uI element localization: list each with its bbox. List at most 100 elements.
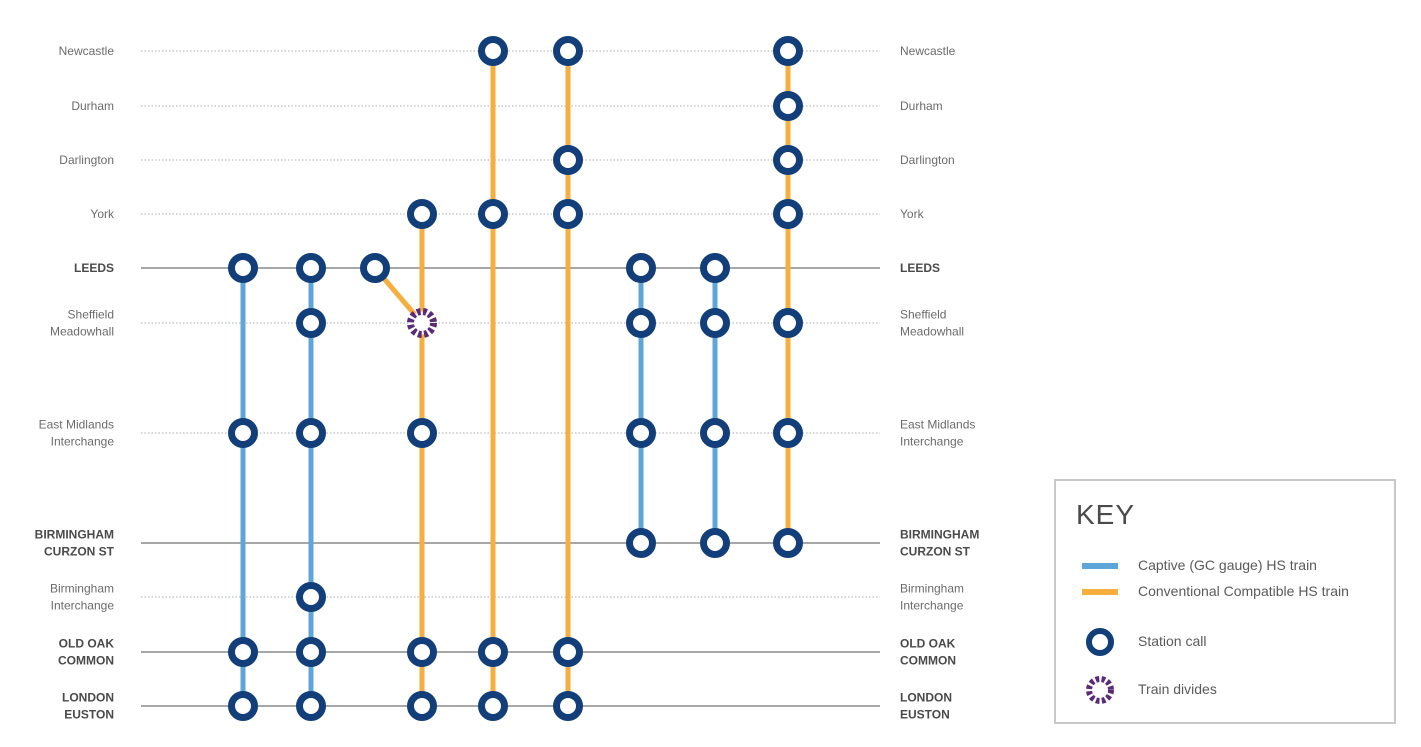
- station-label-right-york: York: [900, 207, 925, 221]
- key-title: KEY: [1076, 499, 1136, 530]
- station-call-ooc: [478, 637, 508, 667]
- conventional-swatch: [1082, 589, 1118, 595]
- station-label-left-bcs: BIRMINGHAM CURZON ST: [35, 528, 115, 559]
- station-call-york: [478, 199, 508, 229]
- label-line: York: [90, 207, 115, 221]
- label-line: Interchange: [900, 599, 964, 613]
- station-call-euston: [228, 691, 258, 721]
- station-call-ooc: [296, 637, 326, 667]
- label-line: Interchange: [51, 435, 115, 449]
- station-call-euston: [296, 691, 326, 721]
- label-line: East Midlands: [39, 418, 114, 432]
- station-call-euston: [478, 691, 508, 721]
- station-call-icon: [1086, 628, 1114, 656]
- label-line: EUSTON: [900, 708, 950, 722]
- label-line: Durham: [71, 99, 114, 113]
- station-call-euston: [553, 691, 583, 721]
- station-label-left-darlington: Darlington: [59, 153, 114, 167]
- key-conventional-label: Conventional Compatible HS train: [1138, 583, 1349, 599]
- label-line: Meadowhall: [900, 325, 964, 339]
- station-call-newcastle: [773, 36, 803, 66]
- station-label-left-york: York: [90, 207, 115, 221]
- station-call-darlington: [773, 145, 803, 175]
- station-call-bcs: [700, 528, 730, 558]
- station-label-left-emi: East Midlands Interchange: [39, 418, 115, 449]
- key-panel: KEY Captive (GC gauge) HS train Conventi…: [1054, 479, 1396, 724]
- station-call-darlington: [553, 145, 583, 175]
- label-line: East Midlands: [900, 418, 975, 432]
- station-call-emi: [700, 418, 730, 448]
- station-label-right-leeds: LEEDS: [900, 261, 940, 275]
- station-call-leeds: [700, 253, 730, 283]
- station-label-left-newcastle: Newcastle: [59, 44, 115, 58]
- key-captive-label: Captive (GC gauge) HS train: [1138, 557, 1317, 573]
- label-line: LEEDS: [900, 261, 940, 275]
- station-labels: Newcastle Newcastle Durham Durham Darlington…: [35, 44, 980, 722]
- station-call-york: [773, 199, 803, 229]
- captive-swatch: [1082, 563, 1118, 569]
- label-line: OLD OAK: [900, 637, 956, 651]
- label-line: York: [900, 207, 925, 221]
- station-call-bcs: [773, 528, 803, 558]
- label-line: LEEDS: [74, 261, 114, 275]
- station-label-right-bcs: BIRMINGHAM CURZON ST: [900, 528, 979, 559]
- station-call-leeds: [228, 253, 258, 283]
- station-label-right-newcastle: Newcastle: [900, 44, 956, 58]
- station-call-york: [553, 199, 583, 229]
- station-call-durham: [773, 91, 803, 121]
- label-line: LONDON: [62, 691, 114, 705]
- label-line: CURZON ST: [44, 545, 115, 559]
- key-row-conventional: Conventional Compatible HS train: [1056, 577, 1394, 607]
- label-line: COMMON: [900, 654, 956, 668]
- station-label-right-euston: LONDON EUSTON: [900, 691, 952, 722]
- label-line: COMMON: [58, 654, 114, 668]
- station-call-bhi: [296, 582, 326, 612]
- station-rows: [141, 50, 880, 707]
- station-call-sheffield: [700, 308, 730, 338]
- station-label-left-leeds: LEEDS: [74, 261, 114, 275]
- label-line: Darlington: [59, 153, 114, 167]
- key-divide-label: Train divides: [1138, 681, 1217, 697]
- label-line: Birmingham: [50, 582, 114, 596]
- station-call-euston: [407, 691, 437, 721]
- station-call-sheffield: [773, 308, 803, 338]
- station-call-emi: [228, 418, 258, 448]
- station-label-left-durham: Durham: [71, 99, 114, 113]
- station-call-emi: [626, 418, 656, 448]
- station-call-emi: [773, 418, 803, 448]
- station-label-right-sheffield: Sheffield Meadowhall: [900, 308, 964, 339]
- station-call-ooc: [228, 637, 258, 667]
- key-row-divide: Train divides: [1056, 675, 1394, 705]
- station-label-right-bhi: Birmingham Interchange: [900, 582, 964, 613]
- label-line: CURZON ST: [900, 545, 971, 559]
- station-label-right-emi: East Midlands Interchange: [900, 418, 975, 449]
- station-label-left-sheffield: Sheffield Meadowhall: [50, 308, 114, 339]
- label-line: Sheffield: [900, 308, 946, 322]
- station-call-emi: [407, 418, 437, 448]
- label-line: BIRMINGHAM: [900, 528, 979, 542]
- label-line: Newcastle: [59, 44, 115, 58]
- label-line: Meadowhall: [50, 325, 114, 339]
- station-call-newcastle: [478, 36, 508, 66]
- station-call-bcs: [626, 528, 656, 558]
- station-label-right-durham: Durham: [900, 99, 943, 113]
- train-divides-icon: [1086, 676, 1114, 704]
- label-line: EUSTON: [64, 708, 114, 722]
- station-calls: [228, 36, 803, 721]
- station-label-right-darlington: Darlington: [900, 153, 955, 167]
- key-station-label: Station call: [1138, 633, 1207, 649]
- label-line: BIRMINGHAM: [35, 528, 114, 542]
- label-line: Sheffield: [68, 308, 114, 322]
- station-call-newcastle: [553, 36, 583, 66]
- label-line: LONDON: [900, 691, 952, 705]
- label-line: Interchange: [51, 599, 115, 613]
- label-line: Durham: [900, 99, 943, 113]
- station-label-right-ooc: OLD OAK COMMON: [900, 637, 956, 668]
- station-call-ooc: [553, 637, 583, 667]
- station-call-sheffield: [296, 308, 326, 338]
- label-line: OLD OAK: [59, 637, 115, 651]
- station-label-left-euston: LONDON EUSTON: [62, 691, 114, 722]
- station-call-ooc: [407, 637, 437, 667]
- key-row-station: Station call: [1056, 627, 1394, 657]
